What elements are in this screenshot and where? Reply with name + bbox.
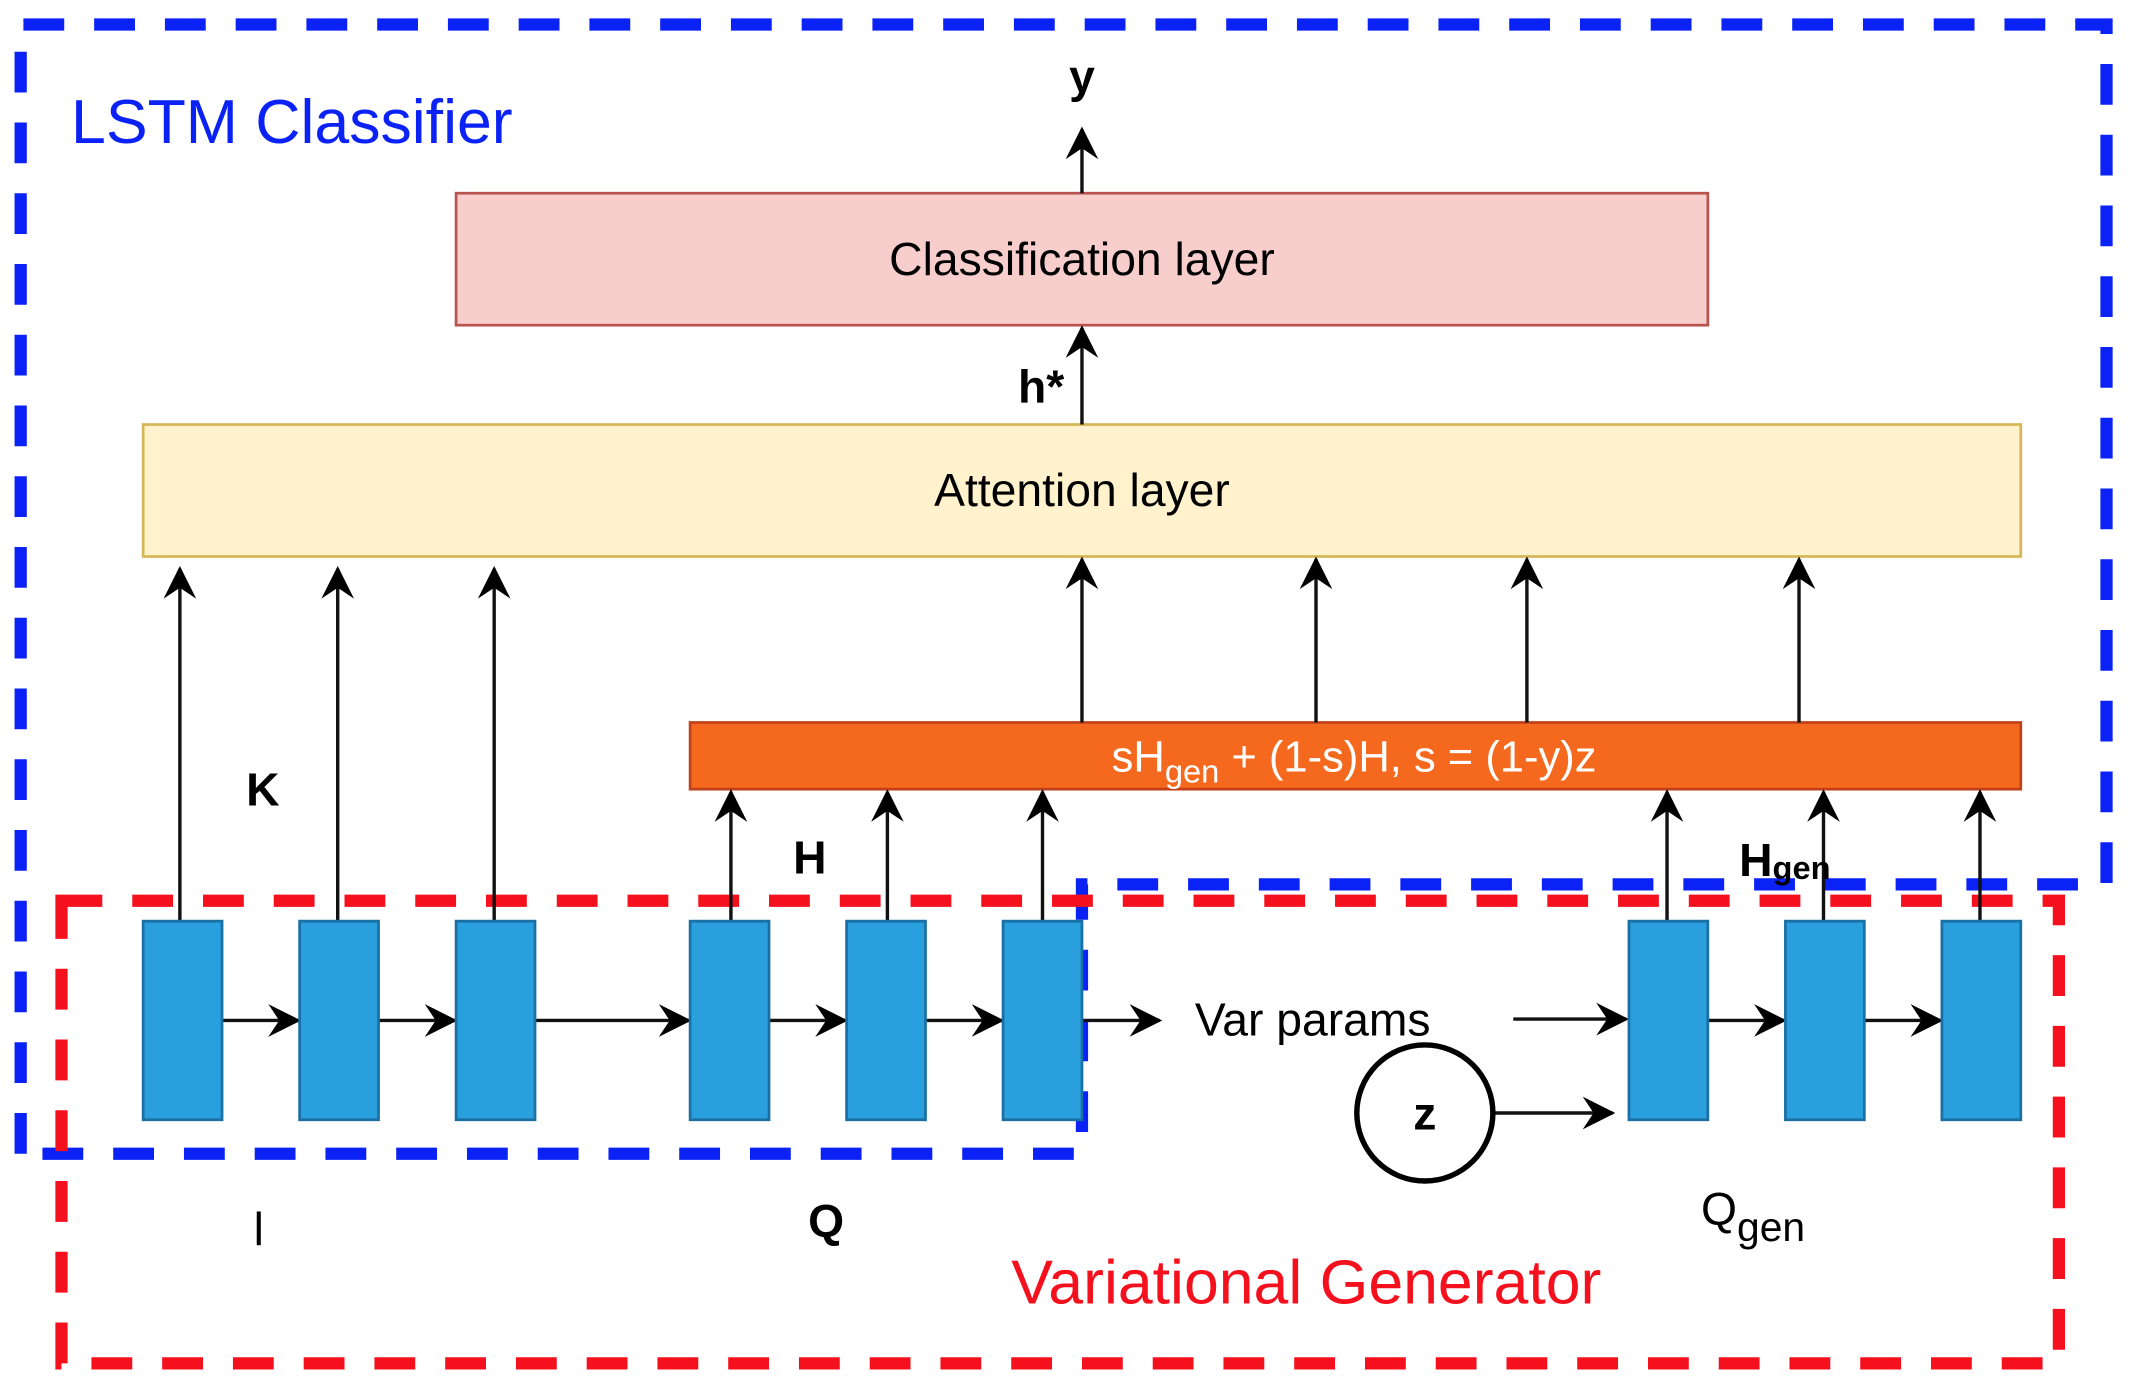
variational-generator-boundary <box>55 894 2066 1370</box>
label-k: K <box>246 763 279 815</box>
label-y: y <box>1069 51 1095 103</box>
label-hgen: Hgen <box>1739 834 1830 886</box>
lstm-cell-l-2 <box>298 919 380 1122</box>
label-h: H <box>793 832 826 884</box>
lstm-cell-l-1 <box>141 919 224 1122</box>
mixing-layer-formula: sHgen + (1-s)H, s = (1-y)z <box>1112 733 1597 789</box>
mixing-layer: sHgen + (1-s)H, s = (1-y)z <box>688 721 2023 791</box>
variational-generator-title: Variational Generator <box>1011 1247 1601 1317</box>
lstm-cell-q-2 <box>845 919 927 1122</box>
label-var-params: Var params <box>1195 993 1431 1045</box>
label-qgen: Qgen <box>1701 1183 1805 1250</box>
latent-z-label: z <box>1413 1087 1436 1139</box>
label-q: Q <box>808 1195 844 1247</box>
label-h-star: h* <box>1018 361 1064 413</box>
lstm-cell-qgen-2 <box>1784 919 1866 1122</box>
attention-layer: Attention layer <box>141 423 2023 558</box>
lstm-cell-q-1 <box>688 919 771 1122</box>
classification-layer-label: Classification layer <box>889 233 1275 285</box>
lstm-cell-l-3 <box>454 919 537 1122</box>
label-l: l <box>254 1203 264 1255</box>
lstm-cell-qgen-3 <box>1940 919 2023 1122</box>
lstm-cell-q-3 <box>1001 919 1084 1122</box>
lstm-cell-qgen-1 <box>1627 919 1710 1122</box>
classification-layer: Classification layer <box>454 191 1710 327</box>
lstm-classifier-title: LSTM Classifier <box>71 87 513 157</box>
attention-layer-label: Attention layer <box>934 464 1230 516</box>
latent-z-node <box>1354 1042 1496 1184</box>
